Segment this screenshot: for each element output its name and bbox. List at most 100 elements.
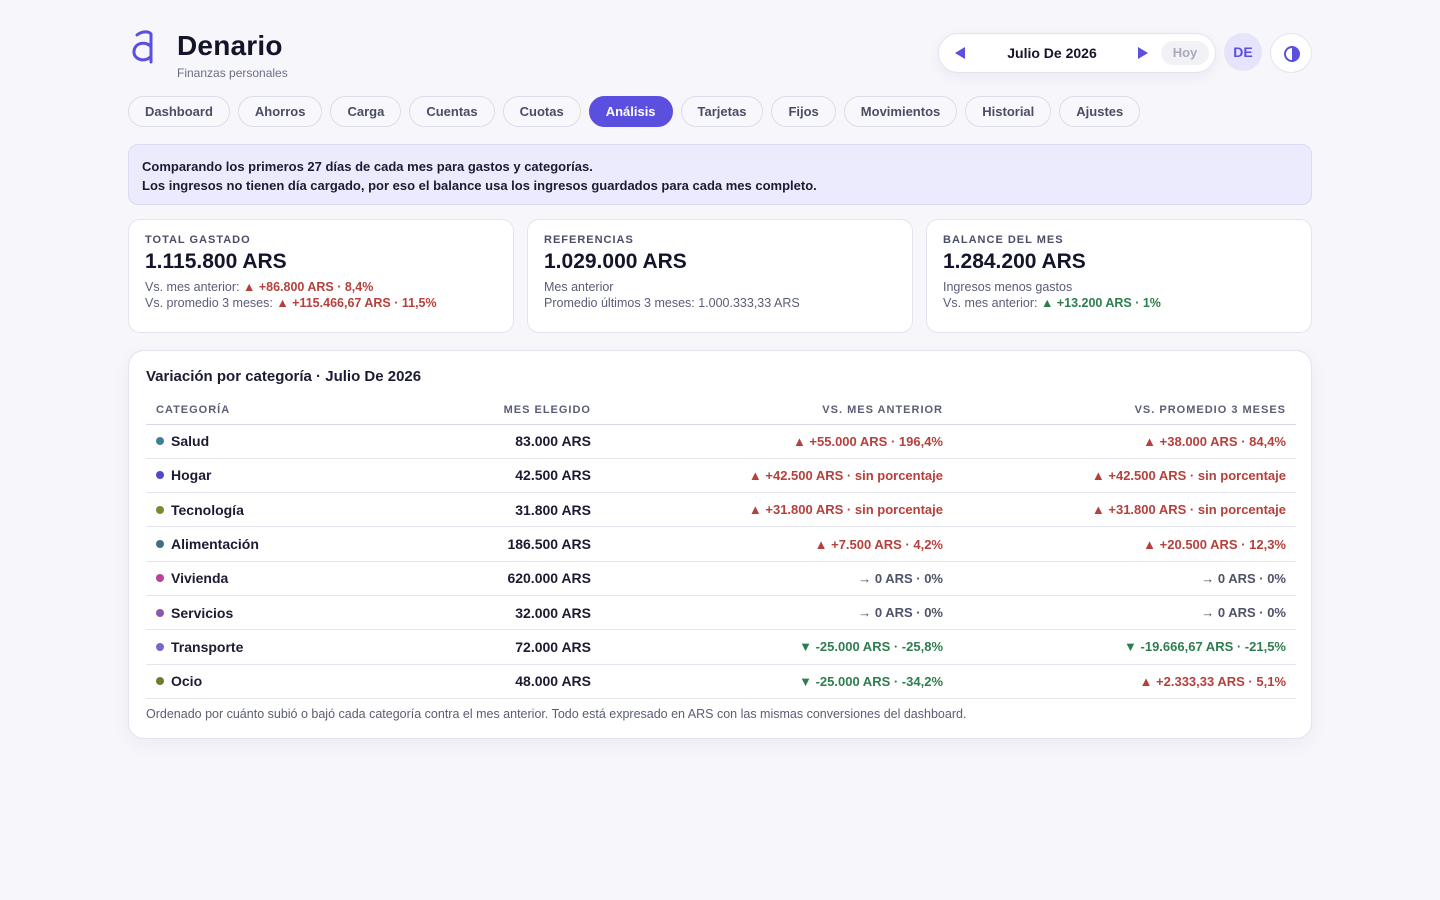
category-name: Salud	[171, 433, 210, 450]
card-value: 1.115.800 ARS	[145, 250, 287, 273]
app-subtitle: Finanzas personales	[177, 66, 288, 80]
user-avatar[interactable]: DE	[1224, 33, 1262, 71]
delta-vs-prev: → 0 ARS · 0%	[601, 595, 953, 631]
delta-vs-prev: ▲ +55.000 ARS · 196,4%	[601, 424, 953, 459]
tab-cuentas[interactable]: Cuentas	[409, 96, 495, 127]
tab-analisis[interactable]: Análisis	[588, 96, 673, 127]
category-cell: Vivienda	[146, 561, 406, 596]
delta-vs-prev: ▼ -25.000 ARS · -25,8%	[601, 629, 953, 665]
tab-cuotas[interactable]: Cuotas	[502, 96, 581, 127]
panel-title: Variación por categoría · Julio De 2026	[146, 368, 422, 385]
delta-vs-avg: ▲ +42.500 ARS · sin porcentaje	[953, 458, 1296, 494]
column-header-vs-avg: VS. PROMEDIO 3 MESES	[953, 397, 1296, 425]
next-month-icon[interactable]	[1136, 45, 1150, 61]
delta-vs-prev: → 0 ARS · 0%	[601, 561, 953, 596]
category-color-dot	[156, 608, 164, 617]
category-name: Servicios	[171, 604, 234, 621]
tab-tarjetas[interactable]: Tarjetas	[680, 96, 764, 127]
category-name: Transporte	[171, 638, 244, 655]
category-cell: Transporte	[146, 629, 406, 665]
month-amount: 42.500 ARS	[406, 458, 601, 494]
card-value: 1.029.000 ARS	[544, 250, 687, 273]
delta-vs-avg: ▲ +20.500 ARS · 12,3%	[953, 526, 1296, 562]
delta-vs-avg: ▼ -19.666,67 ARS · -21,5%	[953, 629, 1296, 665]
tab-movimientos[interactable]: Movimientos	[843, 96, 958, 127]
category-cell: Ocio	[146, 664, 406, 699]
table-footnote: Ordenado por cuánto subió o bajó cada ca…	[146, 707, 967, 721]
month-amount: 186.500 ARS	[406, 526, 601, 562]
tab-fijos[interactable]: Fijos	[771, 96, 836, 127]
card-detail: Promedio últimos 3 meses: 1.000.333,33 A…	[544, 296, 800, 310]
category-cell: Alimentación	[146, 526, 406, 562]
month-amount: 83.000 ARS	[406, 424, 601, 459]
delta-vs-avg: ▲ +2.333,33 ARS · 5,1%	[953, 664, 1296, 699]
month-balance-card: BALANCE DEL MES 1.284.200 ARS Ingresos m…	[926, 219, 1312, 333]
tab-ajustes[interactable]: Ajustes	[1059, 96, 1141, 127]
references-card: REFERENCIAS 1.029.000 ARS Mes anterior P…	[527, 219, 913, 333]
table-row: Vivienda 620.000 ARS → 0 ARS · 0% → 0 ARS ·…	[146, 561, 1296, 596]
tab-historial[interactable]: Historial	[965, 96, 1052, 127]
category-cell: Hogar	[146, 458, 406, 494]
table-row: Hogar 42.500 ARS ▲ +42.500 ARS · sin porce…	[146, 458, 1296, 494]
category-color-dot	[156, 437, 164, 446]
card-detail: Vs. mes anterior: ▲ +13.200 ARS · 1%	[943, 296, 1295, 310]
category-cell: Salud	[146, 424, 406, 459]
total-spent-card: TOTAL GASTADO 1.115.800 ARS Vs. mes ante…	[128, 219, 514, 333]
detail-prefix: Vs. promedio 3 meses:	[145, 296, 273, 310]
column-header-category: CATEGORÍA	[146, 397, 406, 425]
category-color-dot	[156, 642, 164, 651]
current-month: Julio De 2026	[1007, 45, 1097, 61]
column-header-vs-prev: VS. MES ANTERIOR	[601, 397, 953, 425]
table-row: Salud 83.000 ARS ▲ +55.000 ARS · 196,4% ▲ +…	[146, 424, 1296, 459]
info-notice: Comparando los primeros 27 días de cada …	[128, 144, 1312, 205]
theme-toggle-button[interactable]	[1270, 33, 1312, 73]
card-detail: Vs. mes anterior: ▲ +86.800 ARS · 8,4%	[145, 280, 497, 294]
notice-line-2: Los ingresos no tienen día cargado, por …	[142, 178, 817, 193]
app-title: Denario	[177, 30, 283, 61]
category-name: Tecnología	[171, 501, 244, 518]
card-detail: Vs. promedio 3 meses: ▲ +115.466,67 ARS …	[145, 296, 497, 310]
delta-vs-avg: → 0 ARS · 0%	[953, 595, 1296, 631]
theme-contrast-icon	[1284, 46, 1300, 62]
delta-vs-prev: ▲ +7.500 ARS · 4,2%	[601, 526, 953, 562]
delta-vs-prev: ▼ -25.000 ARS · -34,2%	[601, 664, 953, 699]
table-row: Transporte 72.000 ARS ▼ -25.000 ARS · -25,…	[146, 629, 1296, 665]
previous-month-icon[interactable]	[953, 45, 967, 61]
month-amount: 48.000 ARS	[406, 664, 601, 699]
month-amount: 620.000 ARS	[406, 561, 601, 596]
category-variation-panel: Variación por categoría · Julio De 2026 …	[128, 350, 1312, 739]
delta-vs-avg: ▲ +38.000 ARS · 84,4%	[953, 424, 1296, 459]
card-label: REFERENCIAS	[544, 234, 634, 246]
column-header-month: MES ELEGIDO	[406, 397, 601, 425]
card-detail: Mes anterior	[544, 280, 614, 294]
category-color-dot	[156, 677, 164, 686]
main-tabs: Dashboard Ahorros Carga Cuentas Cuotas A…	[128, 96, 1141, 127]
table-row: Ocio 48.000 ARS ▼ -25.000 ARS · -34,2% ▲ +2…	[146, 664, 1296, 699]
header: Denario Finanzas personales Julio De 202…	[128, 0, 1312, 96]
tab-ahorros[interactable]: Ahorros	[237, 96, 323, 127]
category-name: Ocio	[171, 673, 203, 690]
tab-dashboard[interactable]: Dashboard	[128, 96, 230, 127]
card-label: BALANCE DEL MES	[943, 234, 1064, 246]
detail-prefix: Vs. mes anterior:	[145, 280, 240, 294]
month-selector: Julio De 2026 Hoy	[938, 33, 1216, 73]
logo-icon	[132, 30, 153, 64]
app-container: Denario Finanzas personales Julio De 202…	[128, 0, 1312, 739]
notice-line-1: Comparando los primeros 27 días de cada …	[142, 159, 593, 174]
delta-vs-avg: ▲ +31.800 ARS · sin porcentaje	[953, 492, 1296, 528]
tab-carga[interactable]: Carga	[330, 96, 402, 127]
delta-vs-avg: → 0 ARS · 0%	[953, 561, 1296, 596]
card-detail: Ingresos menos gastos	[943, 280, 1073, 294]
category-table: CATEGORÍA MES ELEGIDO VS. MES ANTERIOR V…	[146, 397, 1296, 699]
category-color-dot	[156, 471, 164, 480]
today-button[interactable]: Hoy	[1161, 41, 1209, 65]
table-header-row: CATEGORÍA MES ELEGIDO VS. MES ANTERIOR V…	[146, 397, 1296, 425]
delta-vs-prev: ▲ +31.800 ARS · sin porcentaje	[601, 492, 953, 528]
category-cell: Servicios	[146, 595, 406, 631]
delta-value: ▲ +86.800 ARS · 8,4%	[242, 280, 374, 294]
category-name: Alimentación	[171, 536, 259, 553]
table-row: Alimentación 186.500 ARS ▲ +7.500 ARS · 4,…	[146, 526, 1296, 562]
delta-value: ▲ +115.466,67 ARS · 11,5%	[276, 296, 437, 310]
month-amount: 32.000 ARS	[406, 595, 601, 631]
delta-vs-prev: ▲ +42.500 ARS · sin porcentaje	[601, 458, 953, 494]
